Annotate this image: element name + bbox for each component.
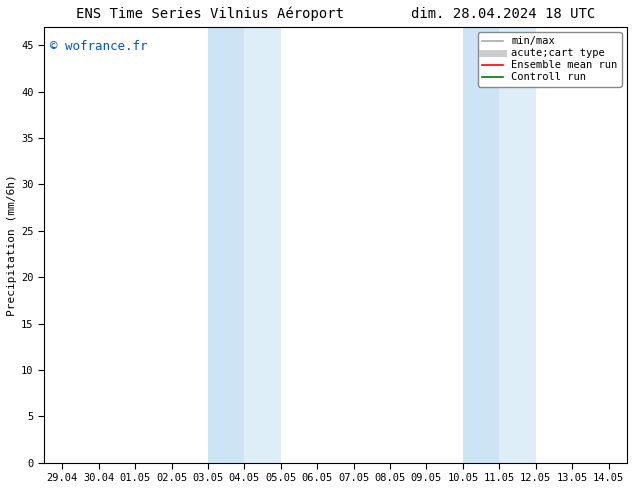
Bar: [244, 27, 281, 463]
Legend: min/max, acute;cart type, Ensemble mean run, Controll run: min/max, acute;cart type, Ensemble mean …: [478, 32, 621, 87]
Bar: [500, 27, 536, 463]
Bar: [463, 27, 500, 463]
Text: © wofrance.fr: © wofrance.fr: [50, 40, 147, 53]
Bar: [208, 27, 244, 463]
Y-axis label: Precipitation (mm/6h): Precipitation (mm/6h): [7, 174, 17, 316]
Title: ENS Time Series Vilnius Aéroport        dim. 28.04.2024 18 UTC: ENS Time Series Vilnius Aéroport dim. 28…: [76, 7, 595, 22]
